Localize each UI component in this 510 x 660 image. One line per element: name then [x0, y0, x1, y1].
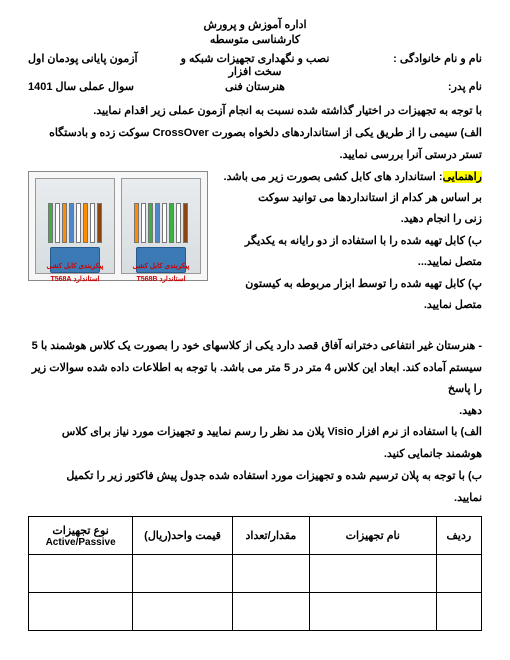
th-type-en: Active/Passive	[29, 537, 132, 548]
th-price: قیمت واحد(ریال)	[133, 517, 233, 555]
info-exam-title: آزمون پایانی پودمان اول	[28, 52, 179, 78]
info-father-label: نام پدر:	[331, 80, 482, 93]
header-line-1: اداره آموزش و پرورش	[28, 18, 482, 31]
scenario-1: - هنرستان غیر انتفاعی دخترانه آفاق قصد د…	[28, 336, 482, 357]
connector-diagram: پیکربندی کابل کشی استاندارد T568A پیکربن…	[28, 171, 208, 281]
q-alef-2: تستر درستی آنرا بررسی نمایید.	[28, 145, 482, 166]
body-section: با توجه به تجهیزات در اختیار گذاشته شده …	[28, 101, 482, 510]
th-qty: مقدار/تعداد	[232, 517, 309, 555]
info-school: هنرستان فنی	[179, 80, 330, 93]
info-row-1: نام و نام خانوادگی : نصب و نگهداری تجهیز…	[28, 52, 482, 78]
connector-a: پیکربندی کابل کشی استاندارد T568A	[35, 178, 115, 274]
intro-line: با توجه به تجهیزات در اختیار گذاشته شده …	[28, 101, 482, 122]
connector-b-label: پیکربندی کابل کشی استاندارد T568B	[122, 260, 200, 287]
info-course-title: نصب و نگهداری تجهیزات شبکه و سخت افزار	[179, 52, 330, 78]
connector-a-label: پیکربندی کابل کشی استاندارد T568A	[36, 260, 114, 287]
scenario-2: سیستم آماده کند. ابعاد این کلاس 4 متر در…	[28, 358, 482, 400]
pins-a	[40, 203, 110, 243]
connector-b: پیکربندی کابل کشی استاندارد T568B	[121, 178, 201, 274]
q2-alef-2: هوشمند جانمایی کنید.	[28, 444, 482, 465]
info-year: سوال عملی سال 1401	[28, 80, 179, 93]
th-type-fa: نوع تجهیزات	[52, 525, 108, 537]
hint-highlight: راهنمایی	[443, 171, 482, 183]
th-type: نوع تجهیزات Active/Passive	[29, 517, 133, 555]
table-row	[29, 593, 482, 631]
q2-b-2: نمایید.	[28, 488, 482, 509]
info-name-label: نام و نام خانوادگی :	[331, 52, 482, 78]
q2-alef: الف) با استفاده از نرم افزار Visio پلان …	[28, 422, 482, 443]
th-name: نام تجهیزات	[309, 517, 436, 555]
invoice-table: ردیف نام تجهیزات مقدار/تعداد قیمت واحد(ر…	[28, 516, 482, 631]
pins-b	[126, 203, 196, 243]
q2-b: ب) با توجه به پلان ترسیم شده و تجهیزات م…	[28, 466, 482, 487]
table-header-row: ردیف نام تجهیزات مقدار/تعداد قیمت واحد(ر…	[29, 517, 482, 555]
table-row	[29, 555, 482, 593]
scenario-3: دهید.	[28, 401, 482, 422]
info-row-2: نام پدر: هنرستان فنی سوال عملی سال 1401	[28, 80, 482, 93]
th-row: ردیف	[436, 517, 481, 555]
q-alef: الف) سیمی را از طریق یکی از استانداردهای…	[28, 123, 482, 144]
header-line-2: کارشناسی متوسطه	[28, 33, 482, 46]
header-block: اداره آموزش و پرورش کارشناسی متوسطه	[28, 18, 482, 46]
